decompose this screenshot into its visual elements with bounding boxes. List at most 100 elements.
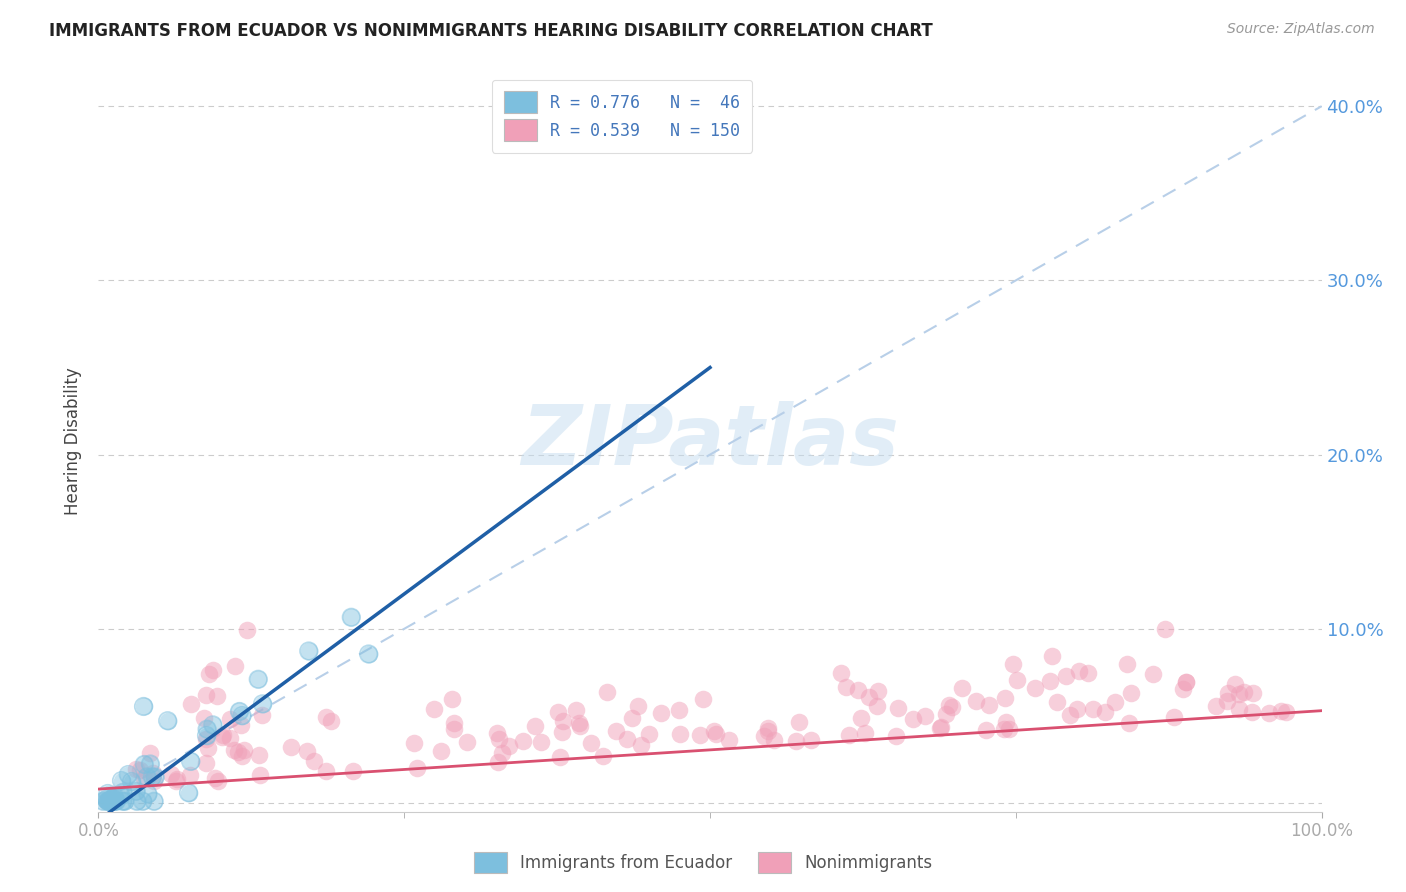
Point (177, 786, 200, 800)
Point (139, 746, 162, 760)
Point (703, 723, 725, 738)
Point (1001, 657, 1024, 671)
Point (935, 707, 957, 722)
Point (205, 689, 228, 703)
Point (1163, 710, 1185, 724)
Point (201, 663, 224, 677)
Point (114, 794, 136, 808)
Point (195, 729, 218, 743)
Point (1275, 705, 1298, 719)
Y-axis label: Hearing Disability: Hearing Disability (65, 368, 83, 516)
Point (866, 698, 889, 713)
Point (111, 785, 134, 799)
Point (950, 681, 973, 696)
Point (159, 766, 181, 780)
Point (298, 644, 321, 658)
Point (430, 744, 453, 758)
Point (800, 732, 823, 747)
Point (1142, 667, 1164, 681)
Point (111, 794, 134, 808)
Point (929, 721, 952, 735)
Point (1227, 687, 1250, 701)
Point (938, 698, 960, 712)
Point (179, 768, 201, 782)
Point (121, 774, 143, 789)
Point (103, 791, 125, 805)
Point (103, 794, 125, 808)
Point (141, 770, 163, 784)
Point (1227, 702, 1250, 716)
Point (96, 794, 118, 808)
Point (1059, 707, 1081, 722)
Point (1054, 669, 1077, 683)
Point (1069, 664, 1091, 678)
Point (143, 794, 166, 808)
Point (488, 731, 510, 746)
Point (965, 694, 987, 708)
Point (132, 699, 155, 714)
Point (233, 743, 256, 757)
Point (98, 794, 121, 808)
Point (1119, 686, 1142, 700)
Point (547, 705, 569, 719)
Point (718, 732, 741, 747)
Point (249, 767, 271, 781)
Point (440, 692, 463, 706)
Point (787, 714, 810, 729)
Point (211, 728, 233, 742)
Point (565, 703, 588, 717)
Point (222, 743, 245, 757)
Point (1154, 622, 1177, 636)
Point (298, 644, 321, 658)
Point (498, 739, 520, 753)
Point (125, 794, 148, 808)
Point (568, 716, 591, 731)
Point (131, 794, 153, 808)
Point (523, 719, 546, 733)
Point (132, 699, 155, 714)
Point (851, 711, 873, 725)
Text: ZIPatlas: ZIPatlas (522, 401, 898, 482)
Point (124, 762, 146, 776)
Point (616, 732, 638, 747)
Point (97, 794, 120, 808)
Point (117, 767, 139, 781)
Point (512, 734, 534, 748)
Point (340, 610, 363, 624)
Point (443, 722, 465, 736)
Point (121, 774, 143, 789)
Point (1205, 698, 1227, 713)
Point (114, 794, 136, 808)
Point (103, 789, 125, 804)
Point (1042, 648, 1064, 663)
Point (193, 711, 215, 725)
Point (97, 794, 120, 808)
Point (443, 716, 465, 731)
Point (1104, 695, 1126, 709)
Point (195, 722, 218, 736)
Point (197, 741, 219, 756)
Point (103, 794, 125, 808)
Point (166, 772, 188, 787)
Point (143, 770, 166, 784)
Point (486, 726, 509, 740)
Point (143, 770, 166, 784)
Point (103, 789, 125, 804)
Point (111, 794, 134, 808)
Point (136, 787, 159, 801)
Point (974, 723, 997, 737)
Point (165, 773, 187, 788)
Point (1083, 701, 1105, 715)
Point (1241, 686, 1264, 700)
Point (219, 712, 242, 726)
Point (835, 681, 858, 695)
Point (250, 707, 273, 722)
Point (236, 624, 259, 638)
Point (994, 690, 1017, 705)
Point (979, 698, 1001, 712)
Point (110, 773, 132, 788)
Point (596, 684, 619, 698)
Point (110, 789, 132, 803)
Point (195, 689, 218, 703)
Point (134, 772, 156, 786)
